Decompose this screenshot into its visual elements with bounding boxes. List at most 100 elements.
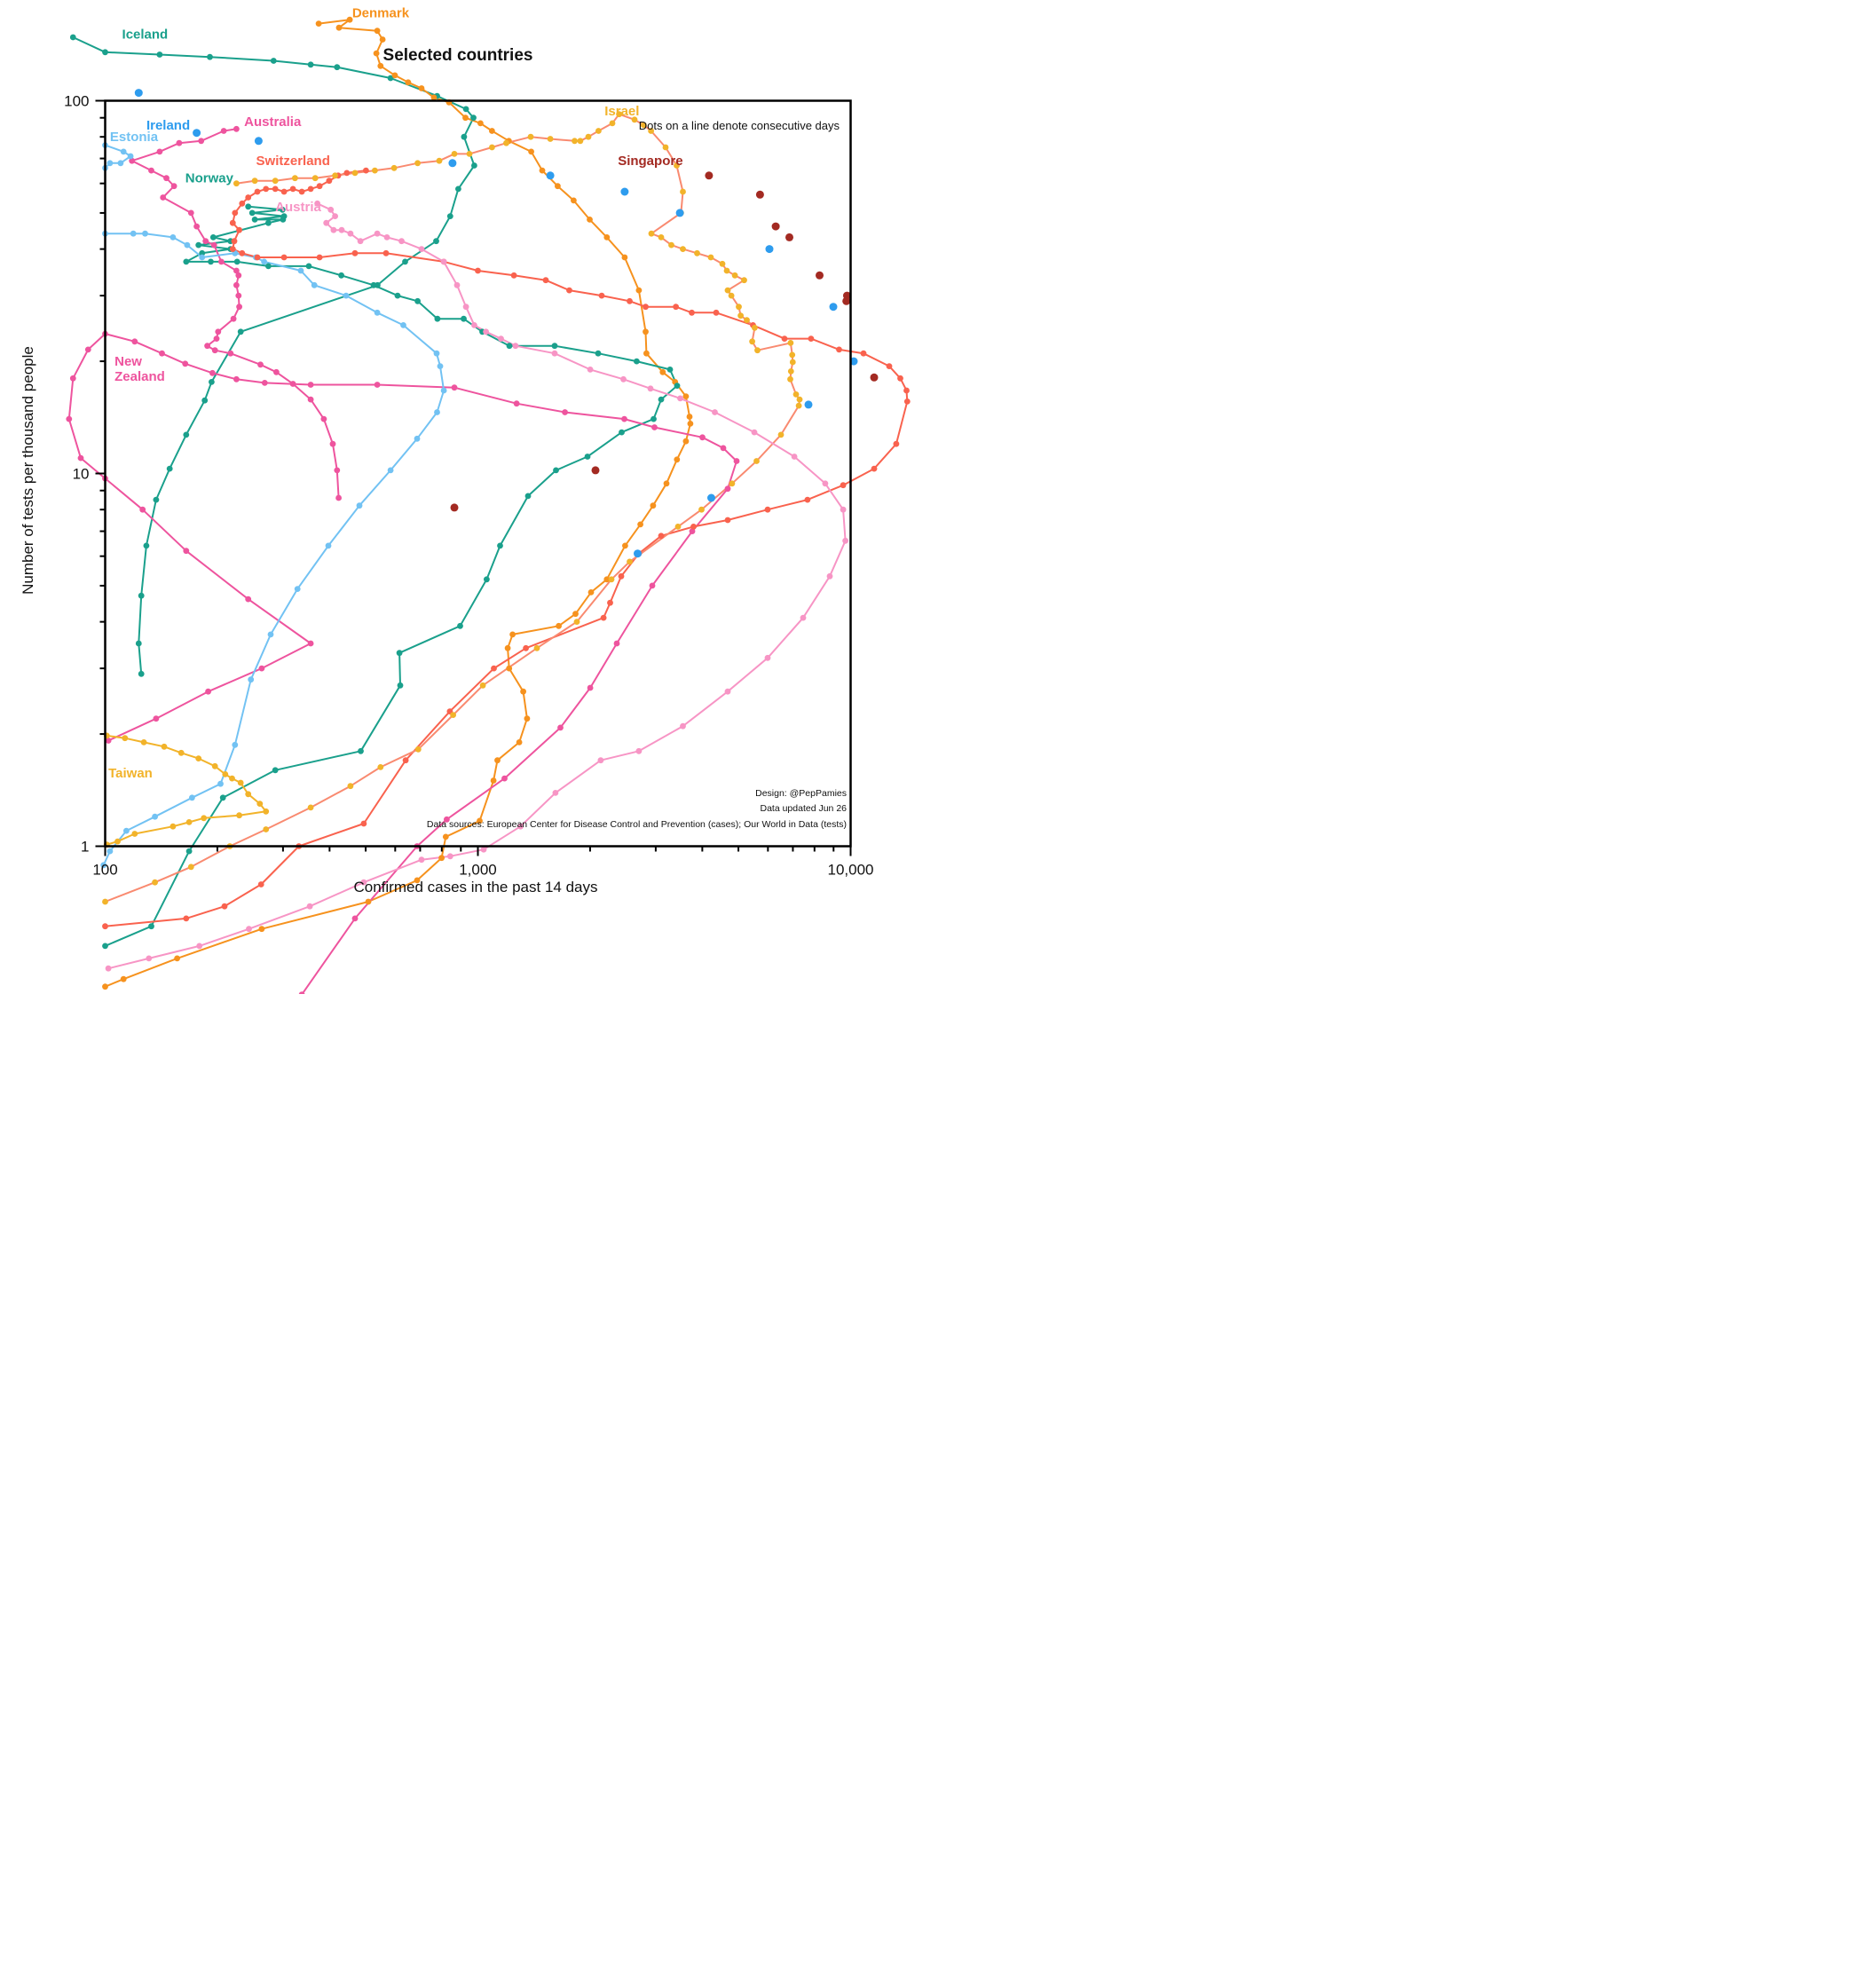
data-point-israel [648, 230, 655, 237]
data-point-austria [357, 238, 364, 245]
data-point-denmark [643, 350, 650, 357]
data-point-new-zealand [501, 775, 508, 782]
data-point-austria [383, 234, 390, 241]
data-point-austria [314, 200, 320, 207]
data-point-israel [450, 712, 456, 718]
data-point-israel [752, 324, 758, 331]
data-point-israel [377, 764, 384, 770]
country-label-new-zealand: New [114, 354, 142, 369]
data-point-austria [512, 343, 519, 350]
data-point-iceland [209, 379, 215, 385]
data-point-norway [248, 209, 256, 217]
data-point-denmark [490, 777, 497, 784]
data-point-israel [662, 144, 669, 151]
data-point-austria [146, 955, 153, 962]
data-point-israel [573, 619, 580, 625]
data-point-iceland [102, 49, 108, 56]
data-point-estonia [189, 794, 195, 801]
data-point-switzerland [510, 272, 517, 279]
data-point-iceland [462, 106, 469, 113]
data-point-israel [347, 783, 354, 790]
data-point-israel [251, 178, 258, 185]
data-point-singapore [705, 171, 714, 180]
data-point-iceland [471, 162, 477, 169]
data-point-taiwan [131, 831, 138, 837]
legend-note: Dots on a line denote consecutive days [638, 119, 840, 132]
data-point-israel [698, 506, 705, 513]
data-point-estonia [199, 254, 206, 261]
credit-updated: Data updated Jun 26 [760, 803, 848, 815]
data-point-denmark [120, 975, 127, 982]
data-point-new-zealand [689, 528, 696, 534]
data-point-new-zealand [159, 350, 165, 357]
data-point-australia [211, 347, 218, 354]
data-point-singapore [870, 373, 879, 382]
data-point-ireland [765, 245, 774, 254]
data-point-austria [822, 480, 829, 487]
data-point-new-zealand [562, 409, 568, 415]
data-point-iceland [334, 64, 341, 71]
data-point-estonia [311, 281, 318, 288]
data-point-switzerland [893, 440, 900, 447]
country-label-taiwan: Taiwan [108, 766, 153, 781]
data-point-austria [306, 903, 313, 910]
country-label-iceland: Iceland [122, 27, 169, 42]
y-tick-label: 1 [81, 839, 89, 856]
data-point-new-zealand [649, 582, 656, 589]
data-point-ireland [254, 137, 263, 146]
data-point-denmark [418, 85, 425, 91]
data-point-denmark [682, 393, 690, 399]
data-point-iceland [270, 58, 277, 64]
data-point-new-zealand [105, 738, 112, 744]
data-point-ireland [707, 493, 715, 502]
data-point-norway [506, 343, 513, 350]
data-point-israel [187, 864, 194, 871]
country-label-singapore: Singapore [618, 154, 682, 169]
data-point-israel [674, 524, 682, 530]
data-point-austria [751, 429, 758, 436]
data-point-ireland [634, 549, 642, 558]
data-point-iceland [138, 670, 145, 677]
data-point-denmark [539, 167, 546, 174]
data-point-israel [787, 375, 793, 383]
data-point-iceland [470, 114, 477, 122]
data-point-estonia [356, 502, 363, 509]
data-point-israel [680, 188, 686, 195]
data-point-israel [694, 249, 700, 256]
data-point-taiwan [140, 739, 147, 746]
data-point-australia [198, 138, 205, 145]
data-point-israel [723, 267, 730, 274]
data-point-israel [631, 116, 638, 123]
data-point-denmark [682, 438, 690, 445]
x-tick-label: 1,000 [459, 862, 497, 879]
data-point-denmark [373, 50, 380, 57]
data-point-norway [396, 650, 403, 657]
data-point-new-zealand [557, 724, 564, 731]
data-point-australia [129, 157, 136, 164]
data-point-iceland [69, 34, 76, 41]
data-point-estonia [297, 267, 304, 274]
data-point-estonia [434, 409, 440, 415]
data-point-austria [418, 246, 425, 252]
data-point-estonia [261, 258, 267, 265]
data-point-israel [777, 431, 785, 438]
data-point-austria [360, 879, 367, 886]
data-point-australia [335, 494, 342, 501]
data-point-israel [753, 458, 760, 464]
data-point-switzerland [903, 387, 910, 394]
data-point-israel [658, 234, 665, 241]
data-point-norway [595, 350, 602, 357]
data-point-iceland [143, 542, 150, 549]
data-point-iceland [207, 53, 213, 60]
data-point-austria [552, 790, 559, 796]
data-point-denmark [346, 16, 353, 23]
data-point-switzerland [475, 267, 481, 274]
series-line-norway [104, 205, 678, 947]
data-point-taiwan [229, 775, 235, 782]
data-point-switzerland [607, 599, 613, 606]
data-point-ireland [134, 89, 143, 98]
data-point-denmark [643, 328, 649, 335]
data-point-israel [680, 246, 686, 252]
data-point-new-zealand [66, 415, 73, 422]
data-point-australia [170, 183, 177, 190]
